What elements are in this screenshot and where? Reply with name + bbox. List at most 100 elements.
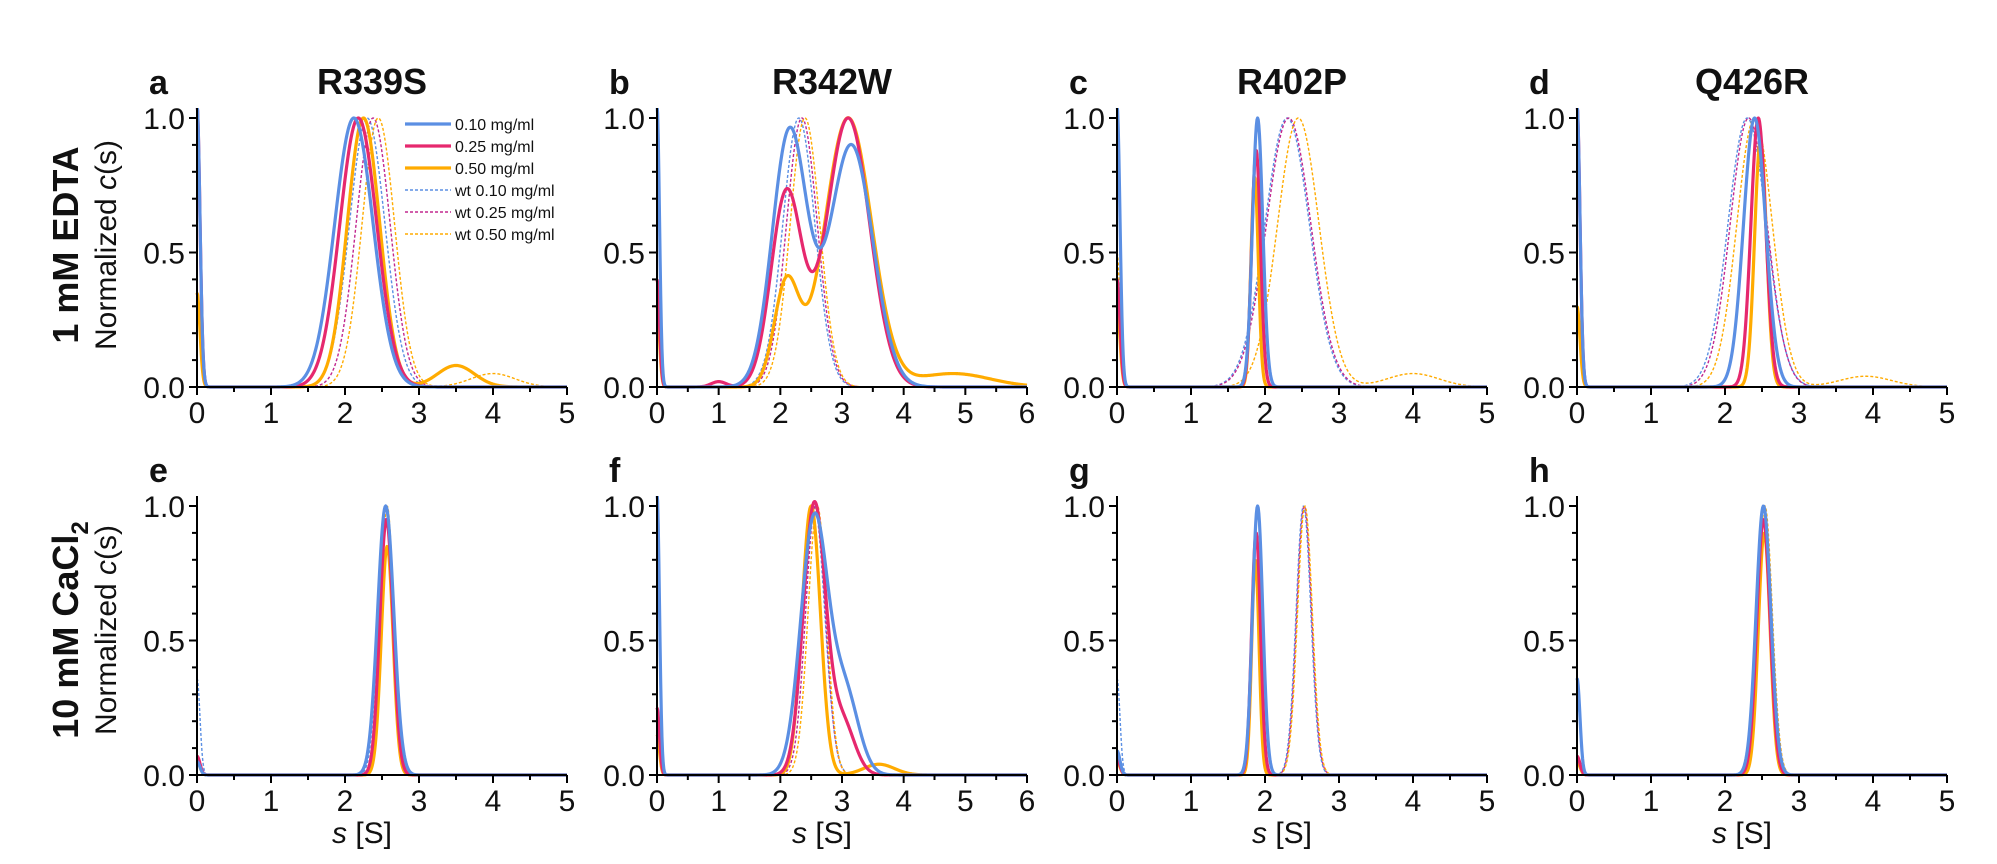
legend-label-c025: 0.25 mg/ml: [455, 139, 534, 156]
panel-title-c: R402P: [1237, 61, 1347, 102]
ylabel-row2: Normalized c(s): [90, 525, 123, 735]
y-tick-label-d: 1.0: [1523, 103, 1565, 136]
y-tick-label-b: 0.0: [603, 372, 645, 405]
legend-item-wt025: wt 0.25 mg/ml: [405, 205, 555, 222]
series-line-c-wt010: [1116, 108, 1488, 388]
panel-title-a: R339S: [317, 61, 427, 102]
x-tick-label-a: 3: [411, 397, 428, 430]
y-tick-label-a: 0.5: [143, 238, 185, 271]
x-tick-label-h: 4: [1865, 785, 1882, 818]
x-tick-label-b: 2: [772, 397, 789, 430]
series-line-b-wt010: [656, 108, 1028, 388]
series-line-c-c025: [1115, 149, 1488, 389]
panel-c: c R402P 0 1 2 3 4 5 0.0 0.5 1.0: [1063, 61, 1495, 430]
y-tick-label-h: 0.5: [1523, 626, 1565, 659]
series-line-f-c050: [655, 504, 1028, 777]
x-tick-label-a: 4: [485, 397, 502, 430]
panel-f: f 0 1 2 3 4 5 6 0.0 0.5 1.0 s [S]: [603, 452, 1035, 850]
x-tick-label-e: 1: [263, 785, 280, 818]
panel-letter-f: f: [609, 452, 621, 490]
x-tick-label-b: 4: [895, 397, 912, 430]
x-tick-label-h: 5: [1939, 785, 1956, 818]
x-tick-label-g: 0: [1109, 785, 1126, 818]
legend-item-c010: 0.10 mg/ml: [405, 117, 534, 134]
legend-label-c010: 0.10 mg/ml: [455, 117, 534, 134]
x-tick-label-h: 1: [1643, 785, 1660, 818]
panel-title-b: R342W: [772, 61, 892, 102]
y-tick-label-d: 0.5: [1523, 238, 1565, 271]
x-tick-label-d: 2: [1717, 397, 1734, 430]
series-line-f-wt050: [656, 505, 1028, 776]
ylabel-row1: Normalized c(s): [90, 140, 123, 350]
series-line-f-wt010: [656, 496, 1028, 776]
panel-e: e 0 1 2 3 4 5 0.0 0.5 1.0 s [S]: [143, 452, 575, 850]
series-line-a-wt050: [196, 117, 568, 388]
curves-d: [1575, 108, 1948, 389]
panel-letter-g: g: [1069, 452, 1090, 490]
panel-title-d: Q426R: [1695, 61, 1809, 102]
x-tick-label-e: 4: [485, 785, 502, 818]
panel-b: b R342W 0 1 2 3 4 5 6 0.0 0.5 1.0: [603, 61, 1035, 430]
panel-d: d Q426R 0 1 2 3 4 5 0.0 0.5 1.0: [1523, 61, 1955, 430]
legend-label-wt010: wt 0.10 mg/ml: [454, 183, 555, 200]
series-line-g-wt050: [1116, 505, 1488, 776]
panel-h: h 0 1 2 3 4 5 0.0 0.5 1.0 s [S]: [1523, 452, 1955, 850]
panel-letter-c: c: [1069, 64, 1088, 102]
series-line-b-c010: [655, 108, 1028, 389]
x-tick-label-e: 3: [411, 785, 428, 818]
x-tick-label-b: 5: [957, 397, 974, 430]
series-line-b-wt050: [656, 117, 1028, 388]
curves-g: [1115, 504, 1488, 777]
x-tick-label-c: 4: [1405, 397, 1422, 430]
x-tick-label-g: 3: [1331, 785, 1348, 818]
y-tick-label-d: 0.0: [1523, 372, 1565, 405]
row-label-edta-text: 1 mM EDTA: [45, 146, 86, 343]
x-axis-title-g: s [S]: [1252, 817, 1312, 850]
y-tick-label-f: 0.5: [603, 626, 645, 659]
x-tick-label-d: 0: [1569, 397, 1586, 430]
x-tick-label-c: 1: [1183, 397, 1200, 430]
row-label-cacl2-sub: 2: [67, 521, 94, 534]
series-line-f-c025: [655, 500, 1028, 777]
x-tick-label-f: 0: [649, 785, 666, 818]
curves-b: [655, 108, 1028, 389]
ylabel-row2-suffix: (s): [90, 525, 123, 560]
series-line-c-c010: [1115, 108, 1488, 389]
x-tick-label-a: 1: [263, 397, 280, 430]
ylabel-row1-suffix: (s): [90, 140, 123, 175]
x-tick-label-d: 3: [1791, 397, 1808, 430]
y-tick-label-h: 0.0: [1523, 760, 1565, 793]
x-tick-label-g: 1: [1183, 785, 1200, 818]
legend-label-c050: 0.50 mg/ml: [455, 161, 534, 178]
x-tick-label-e: 0: [189, 785, 206, 818]
legend-label-wt025: wt 0.25 mg/ml: [454, 205, 555, 222]
legend-item-wt010: wt 0.10 mg/ml: [405, 183, 555, 200]
y-tick-label-c: 0.0: [1063, 372, 1105, 405]
x-tick-label-f: 3: [834, 785, 851, 818]
row-label-cacl2-main: 10 mM CaCl: [45, 535, 86, 739]
x-tick-label-a: 0: [189, 397, 206, 430]
y-tick-label-f: 1.0: [603, 491, 645, 524]
ylabel-row2-italic: c: [90, 560, 123, 575]
x-tick-label-b: 0: [649, 397, 666, 430]
ylabel-row1-prefix: Normalized: [90, 190, 123, 350]
legend-item-c050: 0.50 mg/ml: [405, 161, 534, 178]
y-tick-label-b: 1.0: [603, 103, 645, 136]
series-line-g-c050: [1116, 558, 1488, 777]
y-tick-label-a: 0.0: [143, 372, 185, 405]
ylabel-row1-italic: c: [90, 175, 123, 190]
y-tick-label-g: 0.5: [1063, 626, 1105, 659]
x-axis-title-f: s [S]: [792, 817, 852, 850]
x-tick-label-g: 5: [1479, 785, 1496, 818]
legend-item-wt050: wt 0.50 mg/ml: [405, 227, 555, 244]
x-tick-label-b: 3: [834, 397, 851, 430]
y-tick-label-e: 0.5: [143, 626, 185, 659]
x-tick-label-f: 2: [772, 785, 789, 818]
curves-e: [196, 504, 568, 777]
series-line-h-c050: [1576, 531, 1948, 777]
curves-c: [1115, 108, 1488, 389]
panel-letter-h: h: [1529, 452, 1550, 490]
series-line-d-c025: [1575, 108, 1948, 389]
x-tick-label-b: 1: [710, 397, 727, 430]
x-tick-label-d: 4: [1865, 397, 1882, 430]
